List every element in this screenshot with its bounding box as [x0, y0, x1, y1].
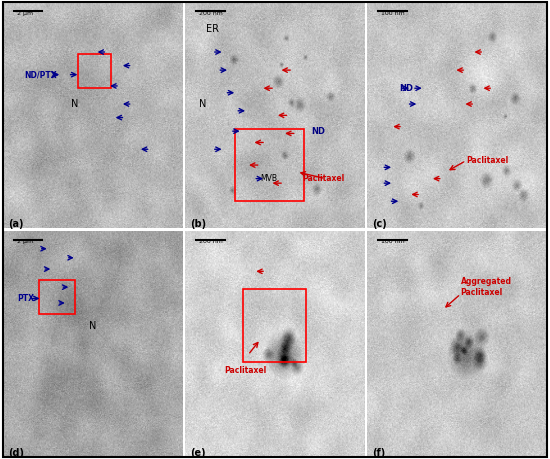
Text: N: N: [72, 99, 79, 109]
Text: (b): (b): [190, 219, 206, 230]
Text: 200 nm: 200 nm: [199, 239, 223, 244]
Text: Aggregated
Paclitaxel: Aggregated Paclitaxel: [461, 277, 512, 297]
Text: (f): (f): [372, 448, 386, 458]
Text: (a): (a): [8, 219, 24, 230]
Text: ND: ND: [311, 127, 325, 136]
Text: 2 μm: 2 μm: [17, 239, 34, 244]
Text: Paclitaxel: Paclitaxel: [466, 156, 508, 165]
Text: (d): (d): [8, 448, 24, 458]
Text: MVB: MVB: [261, 174, 278, 183]
Text: ND/PTX: ND/PTX: [24, 70, 57, 79]
Bar: [79, 54, 111, 88]
Text: 2 μm: 2 μm: [17, 11, 34, 16]
Text: ND: ND: [399, 84, 414, 93]
Text: Paclitaxel: Paclitaxel: [302, 174, 344, 183]
Text: Paclitaxel: Paclitaxel: [224, 366, 267, 375]
Bar: [235, 129, 304, 201]
Text: N: N: [199, 99, 207, 109]
Text: ER: ER: [206, 24, 219, 34]
Text: 100 nm: 100 nm: [381, 239, 405, 244]
Bar: [39, 280, 75, 314]
Bar: [243, 290, 306, 362]
Text: N: N: [89, 320, 97, 330]
Text: 200 nm: 200 nm: [199, 11, 223, 16]
Text: PTX: PTX: [17, 294, 34, 303]
Text: (e): (e): [190, 448, 206, 458]
Text: 100 nm: 100 nm: [381, 11, 405, 16]
Text: (c): (c): [372, 219, 387, 230]
